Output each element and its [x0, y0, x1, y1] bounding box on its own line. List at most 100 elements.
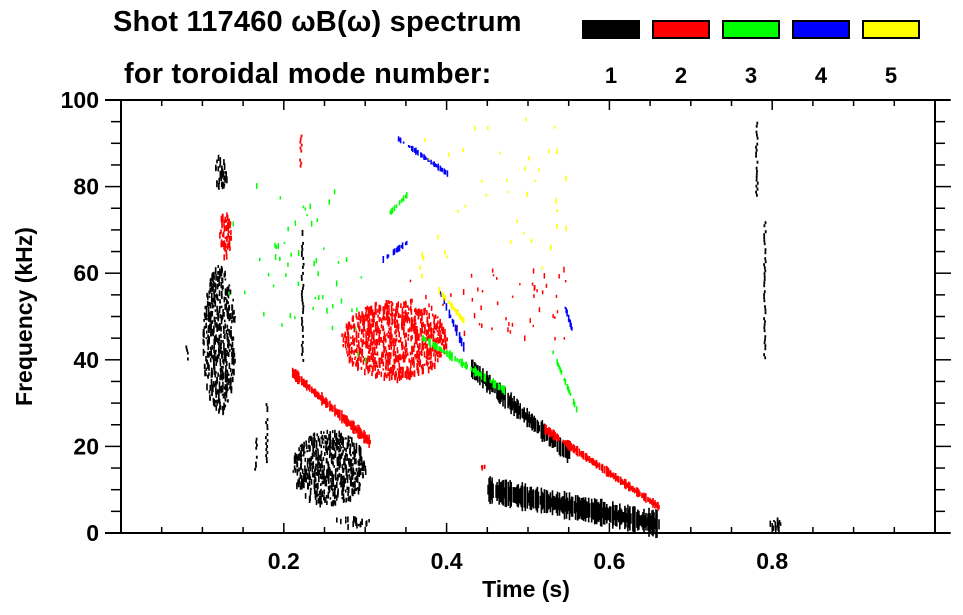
spectral-pixel	[617, 511, 619, 521]
spectral-pixel	[298, 482, 300, 488]
spectral-pixel	[430, 334, 433, 339]
spectral-pixel	[505, 317, 507, 321]
spectral-pixel	[385, 349, 388, 356]
spectral-pixel	[619, 503, 621, 530]
spectral-pixel	[312, 444, 314, 448]
spectral-pixel	[223, 159, 225, 165]
spectral-pixel	[302, 334, 304, 338]
x-axis-title: Time (s)	[482, 576, 570, 602]
spectral-pixel	[186, 351, 189, 355]
spectral-pixel	[649, 497, 651, 504]
spectral-pixel	[292, 470, 295, 473]
spectral-pixel	[345, 497, 347, 503]
spectral-pixel	[205, 372, 207, 377]
spectral-pixel	[566, 309, 568, 317]
spectral-pixel	[648, 498, 650, 502]
spectral-pixel	[633, 506, 635, 533]
spectral-pixel	[617, 476, 620, 483]
spectral-pixel	[436, 329, 439, 332]
spectral-pixel	[366, 317, 369, 321]
spectral-pixel	[397, 301, 399, 308]
spectral-pixel	[363, 327, 365, 330]
spectral-pixel	[442, 339, 444, 343]
spectral-pixel	[371, 331, 373, 339]
spectral-pixel	[565, 307, 567, 314]
spectral-pixel	[763, 275, 766, 279]
spectral-pixel	[306, 214, 308, 217]
spectral-pixel	[326, 458, 328, 462]
spectral-pixel	[552, 429, 554, 440]
spectral-pixel	[330, 457, 333, 463]
spectral-pixel	[226, 350, 228, 356]
spectral-pixel	[227, 227, 230, 232]
spectral-pixel	[474, 366, 476, 377]
spectral-pixel	[563, 378, 566, 382]
spectral-pixel	[410, 326, 413, 332]
spectral-pixel	[353, 337, 356, 342]
spectral-pixel	[386, 310, 389, 318]
spectral-pixel	[319, 490, 322, 495]
spectral-pixel	[219, 158, 222, 166]
spectral-pixel	[296, 468, 299, 473]
plot-frame	[120, 99, 936, 534]
mode-1-blob	[769, 517, 782, 533]
spectral-pixel	[482, 368, 484, 389]
spectral-pixel	[223, 328, 225, 334]
spectral-pixel	[295, 369, 297, 382]
spectral-pixel	[228, 330, 230, 336]
spectral-pixel	[224, 278, 227, 281]
spectral-pixel	[327, 494, 330, 499]
spectral-pixel	[438, 355, 440, 358]
spectral-pixel	[315, 483, 318, 487]
spectral-pixel	[426, 361, 429, 367]
spectral-pixel	[556, 433, 558, 442]
spectral-pixel	[316, 391, 318, 398]
spectral-pixel	[564, 378, 567, 386]
spectral-pixel	[424, 309, 426, 315]
spectral-pixel	[436, 343, 438, 351]
spectral-pixel	[224, 348, 227, 352]
spectral-pixel	[367, 437, 369, 444]
spectral-pixel	[215, 334, 217, 339]
spectral-pixel	[435, 349, 438, 355]
spectral-pixel	[402, 318, 405, 325]
spectral-pixel	[225, 297, 227, 301]
spectral-pixel	[350, 460, 352, 466]
spectral-pixel	[562, 439, 564, 444]
spectral-pixel	[226, 361, 228, 367]
spectral-pixel	[376, 327, 378, 333]
spectral-pixel	[350, 350, 352, 353]
spectral-pixel	[403, 333, 406, 339]
spectral-pixel	[582, 497, 585, 521]
spectral-pixel	[342, 337, 345, 343]
spectral-pixel	[558, 274, 560, 279]
spectral-pixel	[354, 357, 356, 360]
spectral-pixel	[342, 467, 344, 473]
spectral-pixel	[277, 243, 279, 249]
spectral-pixel	[314, 297, 317, 300]
spectral-pixel	[567, 500, 570, 512]
spectral-pixel	[213, 346, 215, 353]
spectral-pixel	[214, 400, 216, 408]
spectral-pixel	[266, 427, 269, 431]
spectral-pixel	[306, 444, 308, 450]
spectral-pixel	[382, 325, 384, 330]
spectral-pixel	[220, 326, 222, 332]
spectral-pixel	[487, 484, 489, 495]
spectral-pixel	[395, 325, 398, 329]
spectral-pixel	[218, 389, 220, 393]
spectral-pixel	[631, 486, 633, 491]
spectral-pixel	[222, 381, 224, 388]
spectral-pixel	[317, 497, 320, 504]
spectral-pixel	[491, 477, 493, 504]
spectral-pixel	[410, 301, 412, 305]
spectral-pixel	[326, 448, 328, 451]
spectral-pixel	[443, 297, 446, 301]
spectral-pixel	[395, 370, 397, 377]
spectral-pixel	[321, 471, 323, 476]
spectral-pixel	[220, 271, 223, 276]
spectral-pixel	[355, 521, 357, 526]
spectral-pixel	[358, 323, 360, 327]
spectral-pixel	[349, 468, 351, 471]
spectral-pixel	[583, 499, 586, 519]
